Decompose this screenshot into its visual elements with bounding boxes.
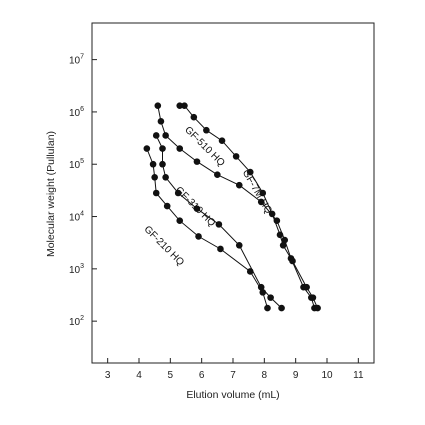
x-axis-title: Elution volume (mL)	[186, 389, 279, 401]
data-point	[264, 304, 271, 312]
series-layer	[143, 102, 321, 312]
x-tick-label: 3	[105, 370, 111, 381]
x-tick-label: 9	[293, 370, 299, 381]
data-point	[203, 126, 210, 134]
data-point	[193, 158, 201, 165]
plot-frame	[91, 22, 375, 364]
data-point	[176, 217, 184, 225]
data-point	[235, 242, 243, 249]
data-point	[278, 304, 285, 312]
data-point	[157, 118, 165, 125]
data-point	[214, 171, 221, 178]
data-point	[176, 145, 184, 152]
data-point	[143, 145, 151, 152]
y-tick-label: 107	[69, 54, 84, 67]
series-label: GF-210 HQ	[142, 224, 186, 268]
series-label: GF-7M HQ	[240, 168, 274, 216]
x-tick-label: 5	[168, 370, 174, 381]
y-axis-title: Molecular weight (Pullulan)	[45, 131, 57, 257]
data-point	[159, 145, 166, 152]
x-tick-label: 4	[136, 370, 142, 381]
y-axis-ticks: 102 103 104 105 106 107	[69, 54, 97, 328]
data-point	[181, 102, 188, 109]
data-point	[217, 245, 224, 253]
data-point	[176, 102, 184, 109]
x-tick-label: 11	[353, 370, 364, 381]
data-point	[162, 132, 169, 139]
data-point	[314, 304, 321, 312]
data-point	[154, 102, 162, 109]
data-point	[215, 221, 223, 228]
data-point	[152, 132, 160, 139]
data-point	[232, 153, 240, 160]
data-point	[267, 294, 274, 301]
y-tick-label: 103	[69, 263, 84, 276]
data-point	[193, 205, 201, 212]
y-tick-label: 105	[69, 158, 84, 171]
data-point	[309, 294, 317, 301]
data-point	[235, 181, 243, 189]
data-point	[257, 283, 265, 291]
x-axis-ticks: 3 4 5 6 7 8 9 10 11	[105, 358, 364, 381]
data-point	[289, 257, 296, 265]
data-point	[276, 231, 284, 239]
series-gf-310-hq	[152, 132, 285, 312]
data-point	[149, 160, 157, 168]
data-point	[281, 236, 289, 244]
data-point	[195, 233, 202, 240]
data-point	[246, 168, 254, 176]
data-point	[268, 210, 276, 218]
y-tick-label: 102	[69, 315, 84, 328]
data-point	[257, 198, 265, 206]
data-point	[190, 113, 198, 121]
y-tick-label: 106	[69, 106, 84, 119]
y-tick-label: 104	[69, 211, 84, 224]
data-point	[174, 189, 182, 197]
data-point	[303, 283, 310, 291]
data-point	[259, 189, 267, 197]
x-tick-label: 10	[321, 370, 333, 381]
x-tick-label: 6	[199, 370, 205, 381]
series-line	[157, 105, 315, 309]
data-point	[279, 242, 287, 249]
data-point	[151, 174, 158, 181]
data-point	[162, 174, 169, 181]
data-point	[218, 137, 226, 144]
x-tick-label: 7	[230, 370, 236, 381]
data-point	[159, 160, 166, 168]
data-point	[163, 202, 171, 210]
series-gf-510-hq	[154, 102, 318, 312]
x-tick-label: 8	[262, 370, 268, 381]
series-gf-7m-hq	[176, 102, 321, 312]
data-point	[152, 189, 160, 197]
